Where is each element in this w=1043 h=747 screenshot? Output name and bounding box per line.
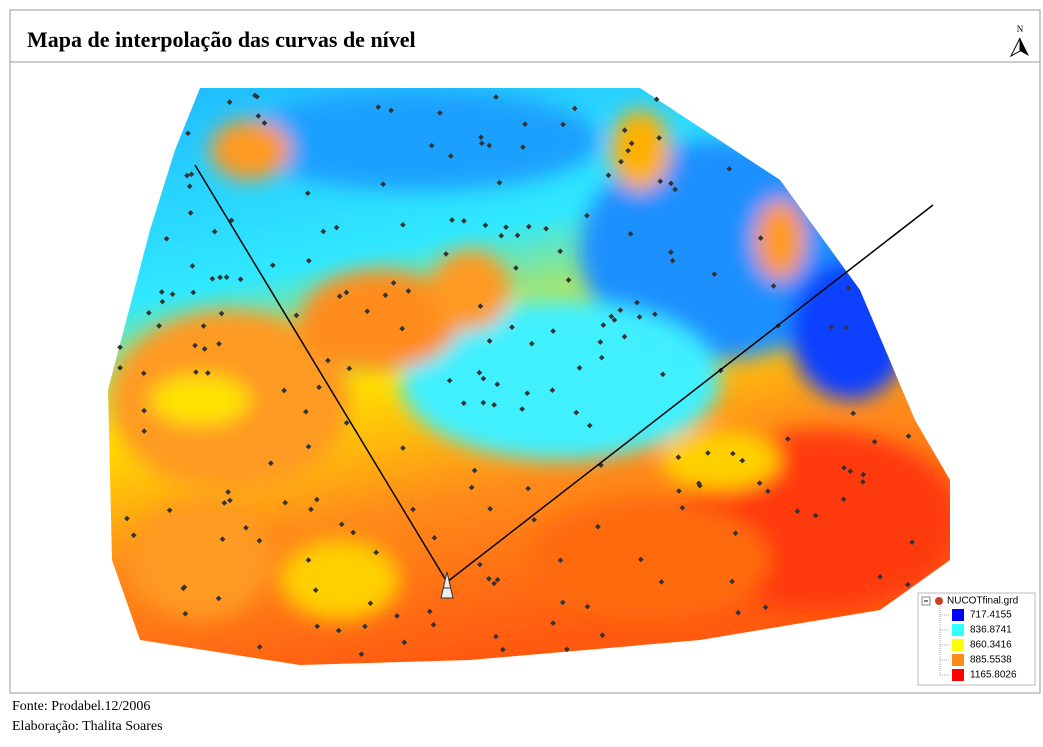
north-arrow [1011, 38, 1020, 56]
legend-label: 1165.8026 [970, 670, 1017, 681]
legend-label: 885.5538 [970, 655, 1012, 666]
legend-swatch [952, 639, 964, 651]
legend-swatch [952, 624, 964, 636]
legend-label: 717.4155 [970, 610, 1012, 621]
footer-author: Elaboração: Thalita Soares [12, 719, 163, 734]
page: Mapa de interpolação das curvas de nível… [0, 0, 1043, 742]
legend-swatch [952, 669, 964, 681]
legend-label: 836.8741 [970, 625, 1012, 636]
legend: NUCOTfinal.grd 717.4155 836.8741 860.3416 8… [918, 593, 1035, 685]
footer-source: Fonte: Prodabel.12/2006 [12, 699, 150, 714]
north-arrow [1020, 38, 1029, 56]
map-title: Mapa de interpolação das curvas de nível [27, 27, 416, 52]
map-layout: Mapa de interpolação das curvas de nível… [0, 0, 1043, 742]
legend-label: 860.3416 [970, 640, 1012, 651]
legend-title: NUCOTfinal.grd [947, 596, 1018, 607]
elevation-surface [100, 80, 960, 680]
north-label: N [1017, 24, 1024, 34]
layer-icon [935, 597, 943, 605]
legend-swatch [952, 609, 964, 621]
legend-swatch [952, 654, 964, 666]
